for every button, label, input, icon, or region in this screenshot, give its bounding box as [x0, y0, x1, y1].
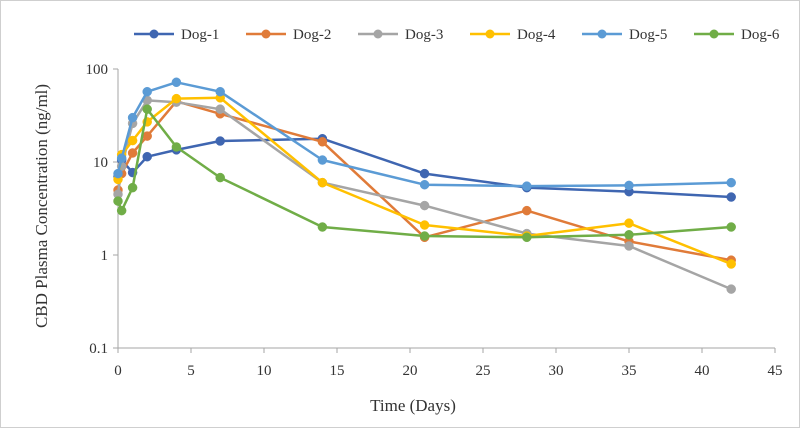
data-point	[215, 172, 225, 183]
series-dog-5	[113, 77, 736, 191]
data-point	[317, 155, 328, 165]
legend-item: Dog-4	[470, 27, 556, 43]
data-point	[317, 177, 328, 188]
data-point	[127, 135, 138, 146]
data-point	[215, 136, 225, 146]
data-point	[726, 259, 736, 269]
x-axis-title: Time (Days)	[370, 396, 456, 415]
legend: Dog-1 Dog-2 Dog-3 Dog-4 Dog-5 Dog-6	[134, 27, 780, 43]
y-tick-label: 1	[101, 248, 109, 264]
data-point	[419, 168, 430, 179]
data-point	[127, 148, 138, 158]
legend-item: Dog-2	[246, 27, 331, 43]
data-point	[142, 151, 152, 162]
legend-item: Dog-1	[134, 27, 219, 43]
x-tick-label: 40	[695, 363, 710, 379]
data-point	[726, 177, 736, 188]
series-dog-3	[113, 95, 736, 294]
data-point	[419, 220, 430, 230]
data-point	[419, 200, 430, 211]
data-point	[142, 86, 152, 97]
x-tick-label: 45	[768, 363, 783, 379]
data-point	[624, 241, 634, 251]
legend-marker	[597, 29, 607, 39]
data-point	[522, 181, 532, 191]
y-tick-label: 0.1	[89, 341, 108, 357]
series-dog-6	[113, 104, 736, 243]
data-point	[113, 196, 123, 206]
legend-marker	[261, 29, 271, 39]
legend-marker	[485, 29, 495, 39]
x-tick-label: 30	[549, 363, 564, 379]
data-point	[113, 168, 123, 179]
legend-label: Dog-1	[181, 27, 219, 43]
data-point	[171, 77, 182, 88]
data-point	[142, 104, 152, 114]
legend-item: Dog-5	[582, 27, 667, 43]
x-tick-label: 5	[187, 363, 195, 379]
data-point	[171, 93, 182, 104]
series-line	[116, 99, 732, 291]
y-tick-label: 10	[93, 155, 108, 171]
axes: 0.1 1 10 100 0 5 10 15 20 25 30 35 40 45	[86, 62, 783, 379]
legend-label: Dog-2	[293, 27, 331, 43]
data-point	[419, 231, 430, 241]
data-point	[726, 284, 736, 294]
x-tick-label: 15	[330, 363, 345, 379]
data-point	[522, 205, 532, 216]
x-tick-label: 20	[403, 363, 418, 379]
data-point	[419, 179, 430, 190]
y-tick-label: 100	[86, 62, 109, 78]
x-tick-label: 35	[622, 363, 637, 379]
x-tick-label: 10	[257, 363, 272, 379]
data-point	[726, 222, 736, 232]
x-tick-label: 0	[114, 363, 122, 379]
data-point	[116, 205, 127, 216]
data-point	[215, 104, 225, 114]
data-point	[317, 222, 328, 232]
data-point	[726, 192, 736, 202]
series-layer	[113, 77, 736, 294]
legend-marker	[373, 29, 383, 39]
data-point	[624, 180, 634, 191]
data-point	[624, 218, 634, 228]
data-point	[171, 142, 182, 152]
legend-label: Dog-6	[741, 27, 780, 43]
legend-item: Dog-6	[694, 27, 780, 43]
legend-marker	[149, 29, 159, 39]
x-tick-label: 25	[476, 363, 491, 379]
data-point	[127, 112, 138, 123]
legend-marker	[709, 29, 719, 39]
legend-label: Dog-5	[629, 27, 667, 43]
legend-label: Dog-4	[517, 27, 556, 43]
y-axis-title: CBD Plasma Concentration (ng/ml)	[32, 84, 51, 328]
legend-item: Dog-3	[358, 27, 443, 43]
data-point	[116, 153, 127, 163]
data-point	[522, 232, 532, 243]
data-point	[215, 86, 225, 97]
data-point	[127, 182, 138, 193]
legend-label: Dog-3	[405, 27, 443, 43]
data-point	[317, 137, 328, 147]
data-point	[624, 230, 634, 240]
